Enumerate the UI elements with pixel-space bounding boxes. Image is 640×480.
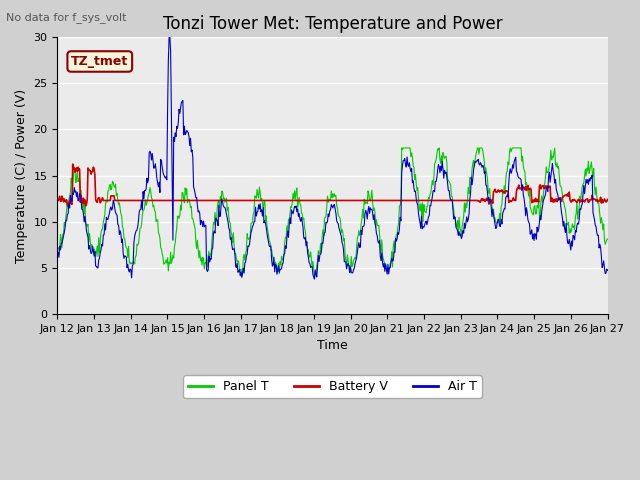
Panel T	[604, 236, 611, 242]
Air T	[177, 106, 184, 111]
Text: No data for f_sys_volt: No data for f_sys_volt	[6, 12, 127, 23]
Line: Battery V: Battery V	[58, 164, 607, 206]
Panel T	[205, 248, 212, 254]
Y-axis label: Temperature (C) / Power (V): Temperature (C) / Power (V)	[15, 88, 28, 263]
Text: TZ_tmet: TZ_tmet	[71, 55, 129, 68]
Panel T	[120, 235, 128, 240]
Air T	[401, 156, 408, 161]
Air T	[604, 267, 611, 273]
Panel T	[54, 250, 61, 255]
Panel T	[238, 275, 246, 281]
Air T	[417, 226, 425, 231]
Panel T	[176, 213, 184, 218]
Title: Tonzi Tower Met: Temperature and Power: Tonzi Tower Met: Temperature and Power	[163, 15, 502, 33]
Panel T	[398, 145, 406, 151]
Battery V	[177, 198, 185, 204]
Battery V	[82, 203, 90, 209]
Air T	[54, 252, 61, 258]
Battery V	[401, 198, 408, 204]
Line: Panel T: Panel T	[58, 148, 607, 278]
Battery V	[417, 198, 425, 204]
Air T	[206, 259, 214, 265]
Battery V	[63, 203, 71, 209]
Battery V	[604, 197, 611, 203]
Panel T	[63, 201, 71, 206]
Air T	[63, 212, 71, 217]
Air T	[310, 276, 318, 282]
Battery V	[207, 198, 214, 204]
Air T	[120, 255, 128, 261]
Battery V	[54, 196, 61, 202]
Legend: Panel T, Battery V, Air T: Panel T, Battery V, Air T	[183, 375, 482, 398]
Line: Air T: Air T	[58, 37, 607, 279]
Panel T	[401, 145, 408, 151]
Battery V	[122, 198, 129, 204]
X-axis label: Time: Time	[317, 339, 348, 352]
Air T	[165, 35, 173, 40]
Battery V	[69, 161, 77, 167]
Panel T	[417, 201, 425, 207]
